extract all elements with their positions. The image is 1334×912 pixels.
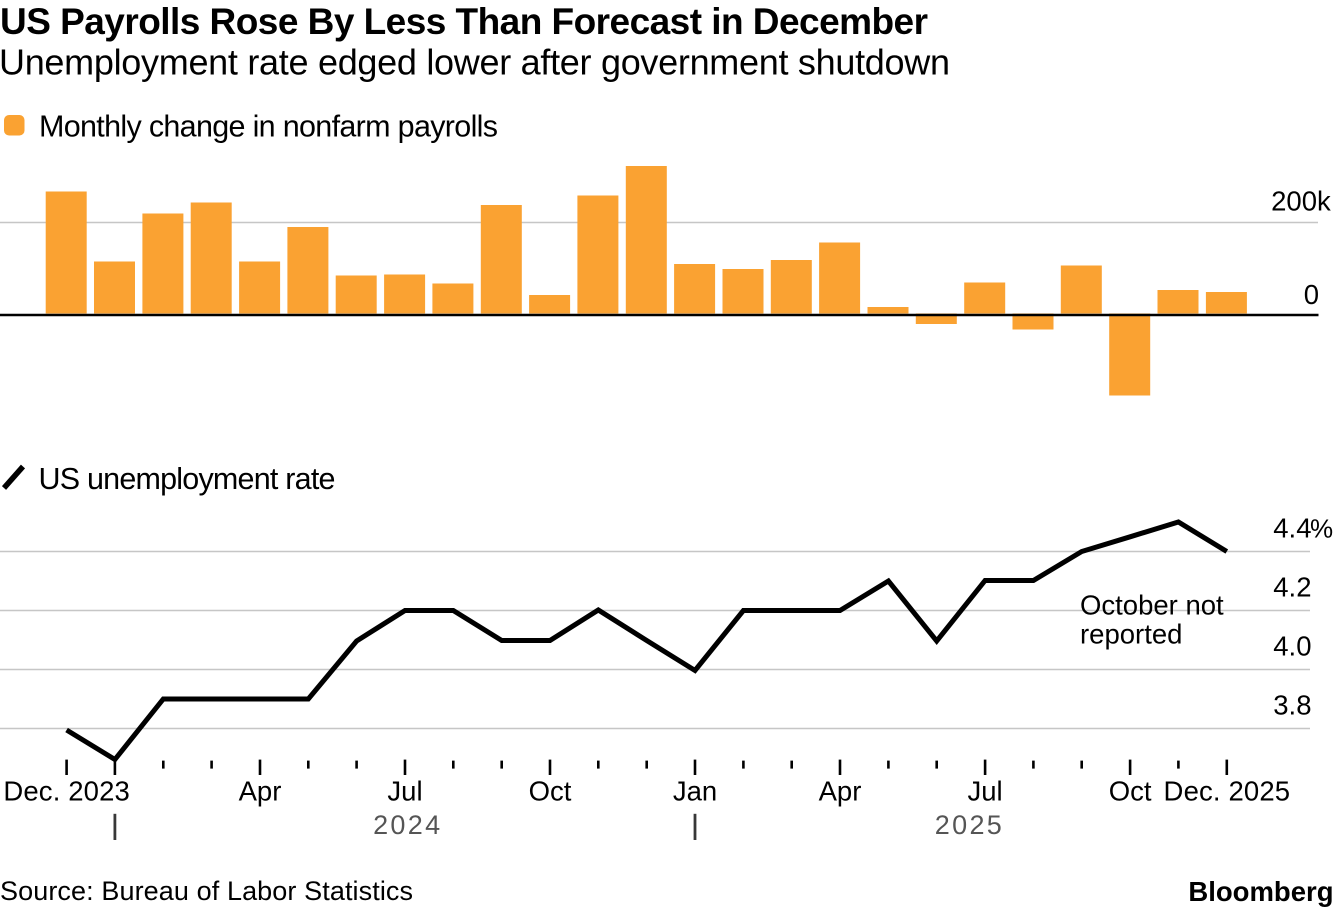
svg-text:4.0: 4.0 [1273, 631, 1311, 662]
svg-text:US unemployment rate: US unemployment rate [39, 462, 336, 496]
svg-text:October not: October not [1080, 590, 1224, 621]
svg-text:Oct: Oct [1109, 776, 1152, 807]
svg-text:Dec. 2025: Dec. 2025 [1164, 776, 1291, 807]
svg-text:3.8: 3.8 [1273, 690, 1311, 721]
svg-text:0: 0 [1304, 279, 1319, 310]
svg-text:US Payrolls Rose By Less Than: US Payrolls Rose By Less Than Forecast i… [0, 1, 928, 42]
svg-text:Dec. 2023: Dec. 2023 [3, 776, 130, 807]
svg-text:Apr: Apr [819, 776, 862, 807]
svg-text:200: 200 [1271, 186, 1317, 217]
svg-text:Jul: Jul [387, 776, 422, 807]
svg-text:Apr: Apr [239, 776, 282, 807]
svg-text:Oct: Oct [529, 776, 572, 807]
svg-text:4.4: 4.4 [1273, 513, 1311, 544]
svg-text:Monthly change in nonfarm payr: Monthly change in nonfarm payrolls [39, 110, 498, 144]
svg-text:Jan: Jan [673, 776, 717, 807]
svg-text:reported: reported [1080, 619, 1182, 650]
svg-text:4.2: 4.2 [1273, 572, 1311, 603]
svg-text:%: % [1310, 514, 1333, 544]
svg-text:k: k [1317, 186, 1331, 217]
svg-text:Unemployment rate edged lower: Unemployment rate edged lower after gove… [0, 42, 950, 83]
svg-text:Source: Bureau of Labor Statis: Source: Bureau of Labor Statistics [0, 876, 413, 906]
svg-text:Bloomberg: Bloomberg [1188, 876, 1333, 907]
svg-text:Jul: Jul [968, 776, 1003, 807]
